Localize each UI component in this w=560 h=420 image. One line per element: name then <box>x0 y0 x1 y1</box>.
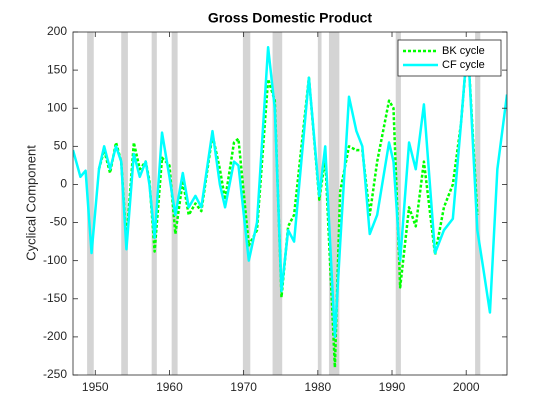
axes-box <box>72 31 508 376</box>
recession-band <box>317 32 322 375</box>
y-tick-label: -50 <box>50 215 68 229</box>
legend-label: CF cycle <box>442 59 485 71</box>
recession-band <box>328 32 340 375</box>
y-tick-label: 100 <box>47 100 67 114</box>
y-tick-label: 50 <box>54 139 68 153</box>
recession-band <box>395 32 401 375</box>
recession-band <box>475 32 481 375</box>
x-tick-label: 2000 <box>453 380 480 394</box>
y-axis-label: Cyclical Component <box>23 145 38 261</box>
y-tick-label: 150 <box>47 62 67 76</box>
x-tick-label: 1990 <box>379 380 406 394</box>
legend-label: BK cycle <box>442 45 485 57</box>
axes: -250 -200 -150 -100 -50 0 50 100 150 200 1950 1960 1… <box>43 24 508 394</box>
legend: BK cycle CF cycle <box>397 39 502 77</box>
x-tick-label: 1960 <box>156 380 183 394</box>
y-tick-label: -100 <box>43 253 67 267</box>
recession-band <box>87 32 94 375</box>
x-tick-label: 1950 <box>82 380 109 394</box>
x-tick-label: 1980 <box>304 380 331 394</box>
y-tick-label: 200 <box>47 24 67 38</box>
y-tick-label: -150 <box>43 291 67 305</box>
y-tick-label: -250 <box>43 367 67 381</box>
lines <box>73 39 507 369</box>
legend-box <box>397 39 502 77</box>
recession-band <box>151 32 157 375</box>
line-series <box>73 39 507 339</box>
recession-band <box>242 32 251 375</box>
y-tick-label: 0 <box>60 177 67 191</box>
y-tick-label: -200 <box>43 329 67 343</box>
x-tick-label: 1970 <box>230 380 257 394</box>
chart-title: Gross Domestic Product <box>208 10 372 26</box>
